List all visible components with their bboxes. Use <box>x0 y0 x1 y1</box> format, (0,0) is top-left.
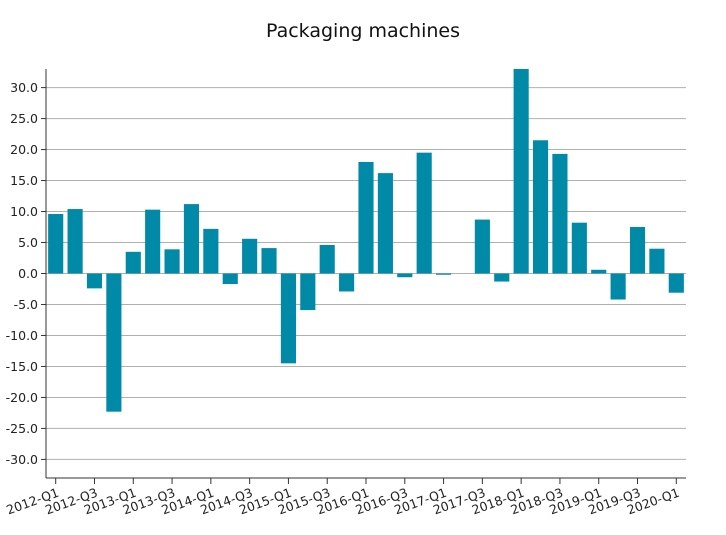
bar <box>358 161 374 274</box>
bar <box>532 140 549 274</box>
y-tick-label: 5.0 <box>18 235 38 250</box>
bar <box>494 273 510 282</box>
bar <box>222 273 238 285</box>
bar <box>552 153 568 274</box>
bar <box>261 248 277 274</box>
bar <box>203 228 219 274</box>
y-tick-label: -15.0 <box>6 359 38 374</box>
bar <box>145 209 161 274</box>
bar <box>106 273 122 412</box>
y-tick-label: 30.0 <box>10 80 38 95</box>
bar <box>397 273 413 278</box>
bar <box>125 251 141 274</box>
x-tick-labels: 2012-Q12012-Q32013-Q12013-Q32014-Q12014-… <box>4 485 681 518</box>
axes <box>41 69 686 484</box>
y-tick-label: 0.0 <box>18 266 38 281</box>
bar <box>474 219 490 274</box>
y-tick-label: -20.0 <box>6 390 38 405</box>
bar <box>668 273 684 293</box>
y-tick-label: -30.0 <box>6 452 38 467</box>
bar <box>86 273 103 289</box>
bar <box>280 273 296 364</box>
bar <box>610 273 626 300</box>
y-tick-label: 10.0 <box>10 204 38 219</box>
bar <box>300 273 316 311</box>
bar <box>339 273 355 292</box>
bar <box>571 222 587 274</box>
bar <box>436 273 452 275</box>
bar <box>319 244 335 274</box>
bar <box>591 269 607 274</box>
y-tick-label: -10.0 <box>6 328 38 343</box>
chart-title: Packaging machines <box>265 20 461 42</box>
bar <box>377 173 393 274</box>
bar <box>416 152 432 274</box>
bar <box>242 238 258 274</box>
bar <box>164 249 180 274</box>
y-tick-label: 20.0 <box>10 142 38 157</box>
y-tick-label: 15.0 <box>10 173 38 188</box>
bar <box>67 209 83 274</box>
bar <box>513 69 529 274</box>
bar <box>48 214 64 274</box>
y-tick-labels: 30.0 25.0 20.0 15.0 10.0 5.0 0.0 -5.0 -10.0 -15.0… <box>6 80 38 467</box>
bar <box>629 227 646 274</box>
bars <box>48 69 684 412</box>
bar <box>183 204 200 274</box>
y-tick-label: 25.0 <box>10 111 38 126</box>
bar <box>649 248 665 274</box>
y-tick-label: -25.0 <box>6 421 38 436</box>
y-tick-label: -5.0 <box>14 297 38 312</box>
